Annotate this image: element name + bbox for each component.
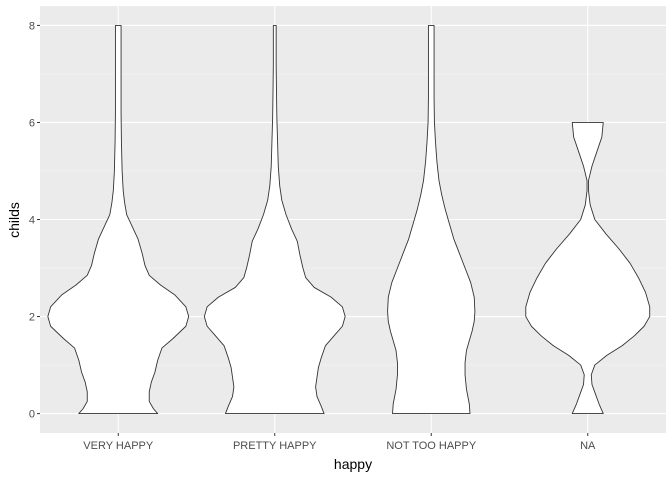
- y-tick-label: 4: [29, 215, 35, 227]
- y-axis-title: childs: [6, 202, 22, 238]
- y-tick-label: 6: [29, 117, 35, 129]
- violin-not-too-happy: [387, 24, 476, 415]
- violins: [47, 24, 651, 415]
- x-axis: VERY HAPPY PRETTY HAPPY NOT TOO HAPPY NA: [83, 433, 596, 452]
- x-tick-label: VERY HAPPY: [83, 440, 154, 452]
- y-axis: 0 2 4 6 8: [29, 20, 40, 421]
- x-axis-title: happy: [334, 456, 372, 472]
- y-tick-label: 2: [29, 312, 35, 324]
- violin-na: [525, 122, 651, 415]
- y-tick-label: 8: [29, 20, 35, 32]
- violin-very-happy: [47, 24, 190, 415]
- x-tick-label: NA: [580, 440, 596, 452]
- y-tick-label: 0: [29, 409, 35, 421]
- violin-pretty-happy: [203, 24, 346, 415]
- x-tick-label: NOT TOO HAPPY: [386, 440, 477, 452]
- x-tick-label: PRETTY HAPPY: [233, 440, 317, 452]
